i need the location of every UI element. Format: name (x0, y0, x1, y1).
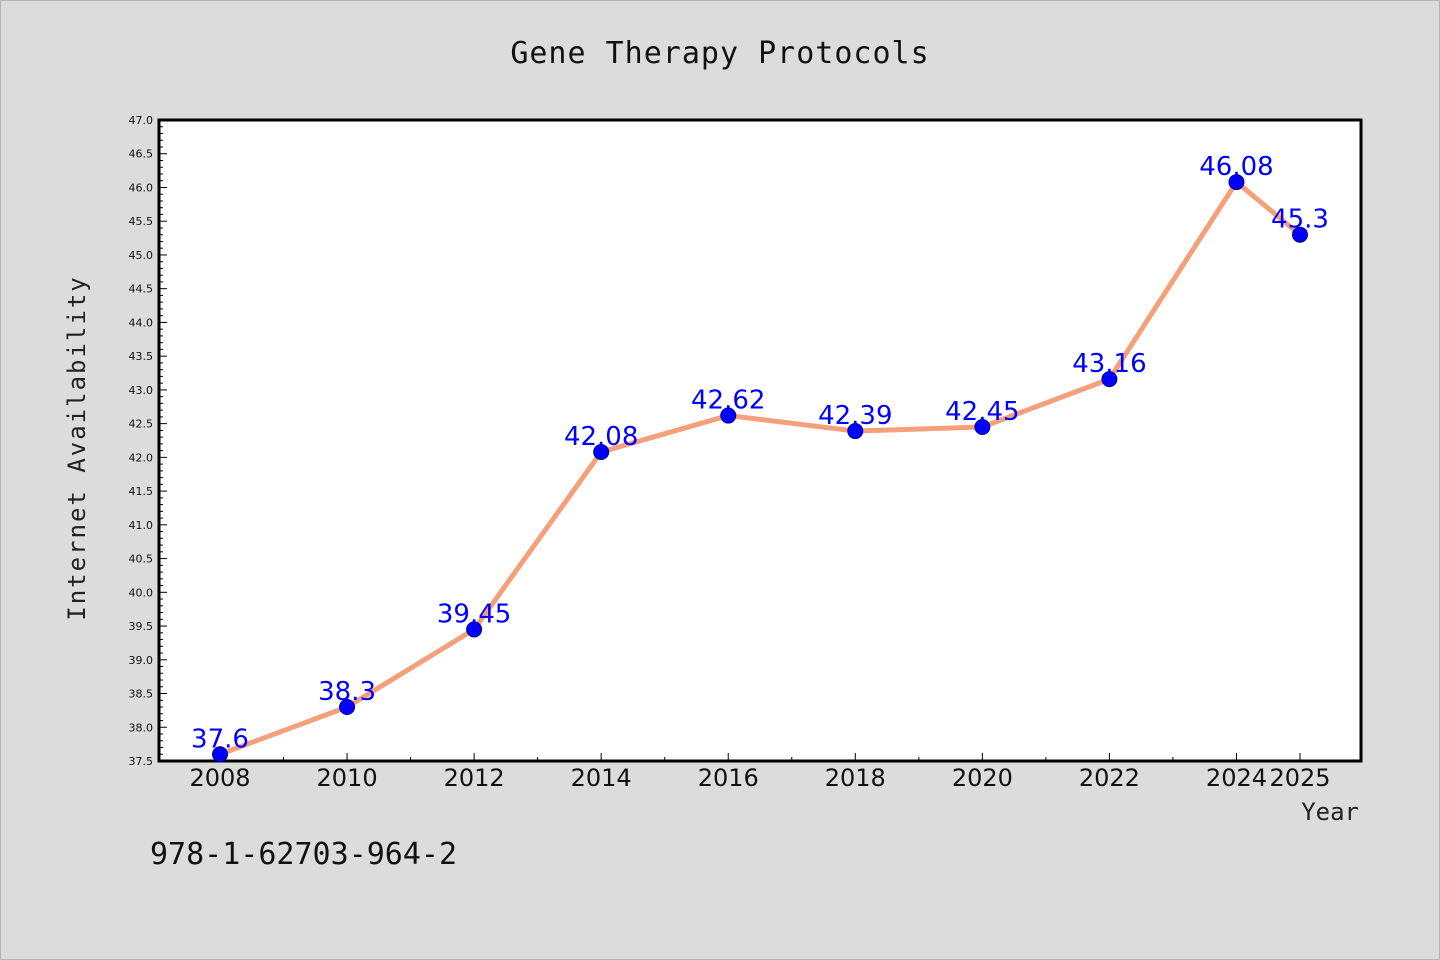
y-tick-label: 46.0 (129, 181, 154, 194)
data-point (339, 699, 356, 716)
data-label: 42.45 (945, 397, 1019, 427)
x-tick-label: 2025 (1269, 764, 1330, 792)
data-point (466, 621, 483, 638)
data-label: 45.3 (1271, 205, 1329, 235)
x-tick-label: 2012 (444, 764, 505, 792)
x-tick-label: 2008 (189, 764, 250, 792)
y-tick-label: 41.5 (129, 485, 154, 498)
x-tick-label: 2022 (1079, 764, 1140, 792)
data-point (593, 443, 610, 460)
data-point (1292, 226, 1308, 243)
y-tick-label: 47.0 (129, 114, 154, 127)
data-point (720, 407, 737, 424)
series-line (219, 179, 1302, 757)
x-tick-label: 2010 (317, 764, 378, 792)
y-tick-label: 40.0 (129, 586, 154, 599)
data-label: 39.45 (437, 599, 511, 629)
y-tick-label: 45.0 (129, 249, 154, 262)
data-label: 42.62 (691, 386, 765, 416)
x-tick-label: 2014 (571, 764, 632, 792)
y-tick-label: 42.5 (129, 418, 154, 431)
data-label: 37.6 (191, 724, 249, 754)
y-tick-label: 37.5 (129, 755, 154, 768)
y-tick-label: 38.5 (129, 688, 154, 701)
y-tick-label: 44.0 (129, 316, 154, 329)
y-axis: 37.5 38.0 38.5 39.0 39.5 40.0 40.5 41.0 41.5 42.0… (129, 114, 167, 768)
y-tick-label: 39.0 (129, 654, 154, 667)
y-tick-label: 42.0 (129, 451, 154, 464)
x-tick-label: 2024 (1206, 764, 1267, 792)
data-point (847, 423, 864, 440)
data-label: 46.08 (1199, 152, 1273, 182)
y-tick-label: 40.5 (129, 553, 154, 566)
y-tick-label: 43.5 (129, 350, 154, 363)
x-tick-label: 2020 (952, 764, 1013, 792)
data-label: 42.08 (564, 422, 638, 452)
x-tick-label: 2018 (825, 764, 886, 792)
isbn-annotation: 978-1-62703-964-2 (150, 837, 457, 872)
data-point (1228, 174, 1245, 191)
data-label: 43.16 (1072, 349, 1146, 379)
data-point (974, 419, 991, 436)
data-label: 38.3 (318, 677, 376, 707)
y-axis-label: Internet Availability (63, 275, 91, 620)
y-tick-label: 39.5 (129, 620, 154, 633)
data-point (1101, 371, 1118, 388)
y-tick-label: 44.5 (129, 283, 154, 296)
y-tick-label: 45.5 (129, 215, 154, 228)
x-axis: 2008 2010 2012 2014 2016 2018 2020 2022 2024 2025 (189, 753, 1331, 792)
y-tick-label: 46.5 (129, 148, 154, 161)
data-point (212, 746, 228, 763)
data-label: 42.39 (818, 401, 892, 431)
y-tick-label: 43.0 (129, 384, 154, 397)
chart-title: Gene Therapy Protocols (510, 36, 929, 71)
x-axis-label: Year (1301, 798, 1359, 826)
y-tick-label: 38.0 (129, 721, 154, 734)
series-layer: 37.6 38.3 39.45 42.08 42.62 42.39 42.45 43.16 46… (191, 152, 1329, 763)
x-tick-label: 2016 (698, 764, 759, 792)
plot-area (157, 118, 1363, 763)
y-tick-label: 41.0 (129, 519, 154, 532)
